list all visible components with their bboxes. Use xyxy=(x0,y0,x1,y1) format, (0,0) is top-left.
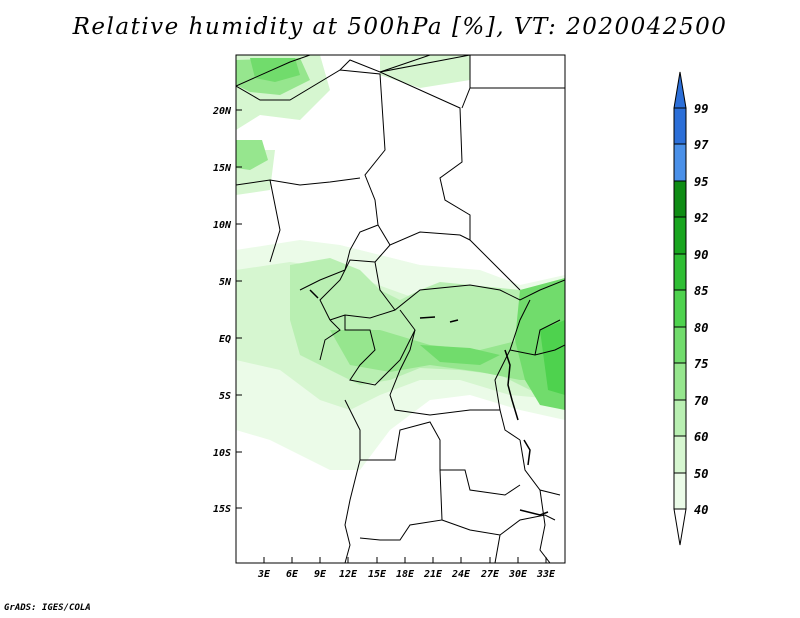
colorbar-label: 92 xyxy=(694,211,708,225)
lat-label: EQ xyxy=(219,334,231,345)
lat-label: 15S xyxy=(213,504,231,515)
colorbar-segment xyxy=(673,326,687,364)
colorbar-segment xyxy=(673,216,687,255)
colorbar-label: 50 xyxy=(694,467,708,481)
lat-label: 10N xyxy=(213,220,232,231)
colorbar-segment xyxy=(673,180,687,218)
chart-title: Relative humidity at 500hPa [%], VT: 202… xyxy=(72,14,728,40)
colorbar-segment xyxy=(673,107,687,145)
lon-label: 9E xyxy=(314,569,327,580)
latitude-labels: 20N 15N 10N 5N EQ 5S 10S 15S xyxy=(212,106,232,515)
lat-label: 15N xyxy=(213,163,232,174)
lat-label: 5S xyxy=(219,391,231,402)
lon-label: 12E xyxy=(339,569,358,580)
lon-label: 33E xyxy=(536,569,556,580)
map-frame xyxy=(235,54,566,564)
lon-label: 21E xyxy=(423,569,443,580)
colorbar-segment xyxy=(673,253,687,291)
lon-label: 30E xyxy=(508,569,528,580)
lon-label: 3E xyxy=(257,569,271,580)
humidity-area-mid xyxy=(236,140,268,170)
colorbar-top-arrow xyxy=(673,71,687,109)
lon-label: 6E xyxy=(286,569,299,580)
humidity-area-light xyxy=(380,55,470,88)
tick-marks xyxy=(236,109,547,563)
colorbar-label: 97 xyxy=(694,138,709,152)
colorbar-segment xyxy=(673,435,687,474)
colorbar-segment xyxy=(673,399,687,437)
colorbar-label: 75 xyxy=(694,357,708,371)
longitude-labels: 3E 6E 9E 12E 15E 18E 21E 24E 27E 30E 33E xyxy=(257,569,556,580)
humidity-area-high xyxy=(250,58,300,82)
lon-label: 27E xyxy=(480,569,500,580)
lat-label: 20N xyxy=(212,106,232,117)
lakes xyxy=(309,289,549,516)
colorbar-label: 70 xyxy=(694,394,708,408)
humidity-area-high xyxy=(420,345,500,365)
colorbar-label: 99 xyxy=(694,102,708,116)
colorbar-label: 90 xyxy=(694,248,708,262)
lon-label: 15E xyxy=(368,569,387,580)
colorbar-label: 80 xyxy=(694,321,708,335)
colorbar-segment xyxy=(673,289,687,328)
colorbar-label: 60 xyxy=(694,430,708,444)
lon-label: 18E xyxy=(396,569,415,580)
country-borders xyxy=(236,55,565,563)
colorbar-bottom-arrow xyxy=(673,508,687,546)
lat-label: 5N xyxy=(219,277,232,288)
lon-label: 24E xyxy=(451,569,471,580)
colorbar-label: 85 xyxy=(694,284,708,298)
colorbar-segment xyxy=(673,143,687,182)
grads-credit: GrADS: IGES/COLA xyxy=(4,603,91,613)
colorbar-segment xyxy=(673,362,687,401)
humidity-area-high xyxy=(540,320,565,395)
colorbar-label: 95 xyxy=(694,175,708,189)
colorbar: 99 97 95 92 90 85 80 75 70 60 50 40 xyxy=(673,71,709,546)
humidity-field xyxy=(236,55,565,470)
colorbar-label: 40 xyxy=(694,503,708,517)
colorbar-segment xyxy=(673,472,687,510)
lat-label: 10S xyxy=(213,448,231,459)
